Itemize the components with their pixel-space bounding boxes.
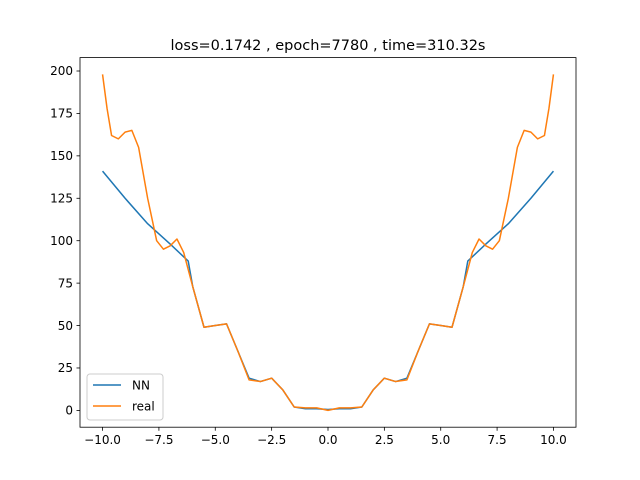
chart-title: loss=0.1742 , epoch=7780 , time=310.32s <box>171 38 486 54</box>
y-tick-label: 125 <box>50 191 73 205</box>
x-tick-label: 2.5 <box>375 433 394 447</box>
plot-frame <box>79 57 577 428</box>
legend: NN real <box>86 373 164 421</box>
x-tick-label: −2.5 <box>257 433 286 447</box>
x-tick-label: 0.0 <box>318 433 337 447</box>
y-tick-label: 25 <box>58 361 73 375</box>
x-tick-label: 7.5 <box>488 433 507 447</box>
y-axis-ticks: 0 25 50 75 100 125 150 175 200 <box>50 64 80 418</box>
x-tick-label: −5.0 <box>201 433 230 447</box>
x-tick-label: 5.0 <box>431 433 450 447</box>
series-line-real <box>101 74 555 412</box>
x-tick-label: −7.5 <box>144 433 173 447</box>
x-tick-label: 10.0 <box>540 433 567 447</box>
legend-label-nn: NN <box>132 379 150 393</box>
y-tick-label: 200 <box>50 64 73 78</box>
y-tick-label: 0 <box>65 404 73 418</box>
plot-lines <box>101 74 555 412</box>
x-tick-label: −10.0 <box>84 433 121 447</box>
x-axis-ticks: −10.0 −7.5 −5.0 −2.5 0.0 2.5 5.0 7.5 10.0 <box>84 427 567 447</box>
y-tick-label: 175 <box>50 107 73 121</box>
legend-label-real: real <box>132 400 155 414</box>
y-tick-label: 150 <box>50 149 73 163</box>
y-tick-label: 75 <box>58 276 73 290</box>
y-tick-label: 100 <box>50 234 73 248</box>
y-tick-label: 50 <box>58 319 73 333</box>
